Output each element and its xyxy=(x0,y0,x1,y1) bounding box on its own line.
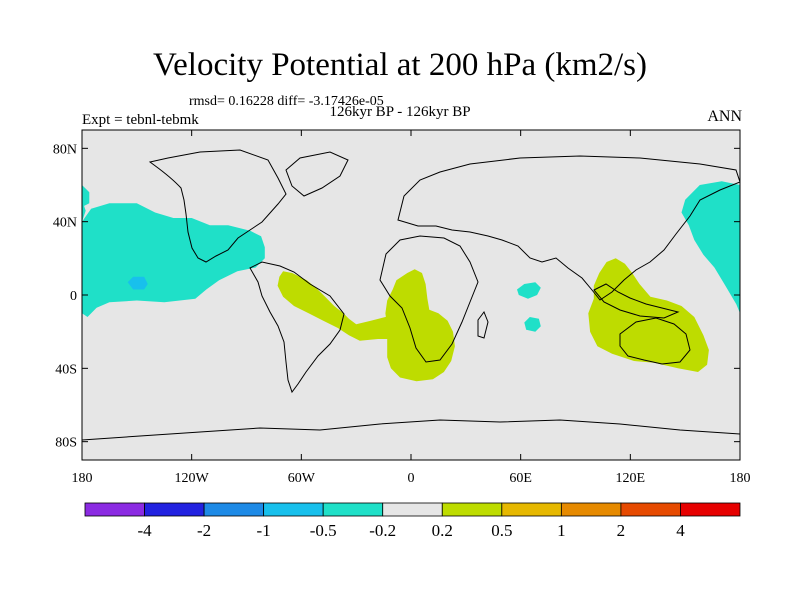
x-tick-label: 60E xyxy=(509,471,532,486)
colorbar-label: -0.5 xyxy=(310,521,337,540)
coastline-layer xyxy=(82,149,740,441)
x-tick-label: 120E xyxy=(616,471,646,486)
colorbar-label: -1 xyxy=(257,521,271,540)
region-maritime-continent-positive xyxy=(588,258,709,372)
colorbar-swatch xyxy=(441,502,503,517)
axis-layer: 180 120W 60W 0 60E 120E 180 80N 40N 0 40S 80S xyxy=(53,130,751,486)
colorbar-swatch xyxy=(560,502,622,517)
chart-title: Velocity Potential at 200 hPa (km2/s) xyxy=(152,47,648,83)
coastline-maritime xyxy=(593,283,680,319)
coastline-antarctica xyxy=(82,419,740,441)
x-tick-label: 60W xyxy=(288,471,316,486)
region-south-america-positive xyxy=(277,271,404,341)
x-tick-label: 120W xyxy=(175,471,210,486)
colorbar-label: 0.5 xyxy=(491,521,512,540)
region-north-atlantic-edge xyxy=(82,185,90,207)
colorbar-swatch xyxy=(203,502,265,517)
colorbar-swatch xyxy=(263,502,324,517)
x-tick-label: 0 xyxy=(408,471,415,486)
region-north-pacific-negative xyxy=(82,203,265,317)
region-indian-ocean-small-2 xyxy=(524,317,541,332)
region-africa-atlantic-positive xyxy=(385,269,455,382)
colorbar-label: -4 xyxy=(137,521,152,540)
season-label: ANN xyxy=(707,108,742,125)
colorbar-swatch xyxy=(680,502,741,517)
coastline-greenland xyxy=(285,151,349,197)
colorbar-label: -0.2 xyxy=(369,521,396,540)
coastline-madagascar xyxy=(477,310,489,339)
y-tick-label: 40N xyxy=(53,216,77,231)
x-tick-label: 180 xyxy=(730,471,751,486)
colorbar-label: 0.2 xyxy=(432,521,453,540)
y-tick-label: 80S xyxy=(55,436,77,451)
coastline-north-america xyxy=(148,149,287,263)
coastline-africa xyxy=(379,235,479,363)
colorbar-swatch xyxy=(382,502,443,517)
contour-fill-layer xyxy=(82,181,740,382)
coastline-south-america xyxy=(249,261,345,394)
region-indian-ocean-small-1 xyxy=(517,282,541,299)
colorbar-swatch xyxy=(84,502,145,517)
x-tick-label: 180 xyxy=(72,471,93,486)
colorbar-label: -2 xyxy=(197,521,211,540)
period-label: 126kyr BP - 126kyr BP xyxy=(329,104,471,120)
colorbar-swatch xyxy=(322,502,384,517)
colorbar-swatch xyxy=(501,502,562,517)
colorbar-label: 2 xyxy=(617,521,626,540)
experiment-label: Expt = tebnl-tebmk xyxy=(82,112,199,128)
region-west-pacific-negative xyxy=(681,181,740,314)
y-tick-label: 80N xyxy=(53,142,77,157)
stats-line: rmsd= 0.16228 diff= -3.17426e-05 xyxy=(189,94,384,109)
y-tick-label: 0 xyxy=(70,289,77,304)
colorbar-label: 4 xyxy=(676,521,685,540)
region-north-pacific-core xyxy=(127,276,148,290)
colorbar-swatch xyxy=(144,502,205,517)
coastline-australia xyxy=(619,317,691,365)
colorbar-label: 1 xyxy=(557,521,566,540)
coastline-eurasia xyxy=(397,155,740,301)
colorbar: -4 -2 -1 -0.5 -0.2 0.2 0.5 1 2 4 xyxy=(84,502,741,540)
colorbar-swatch xyxy=(620,502,681,517)
region-west-pacific-negative-east xyxy=(82,199,86,222)
y-tick-label: 40S xyxy=(55,362,77,377)
